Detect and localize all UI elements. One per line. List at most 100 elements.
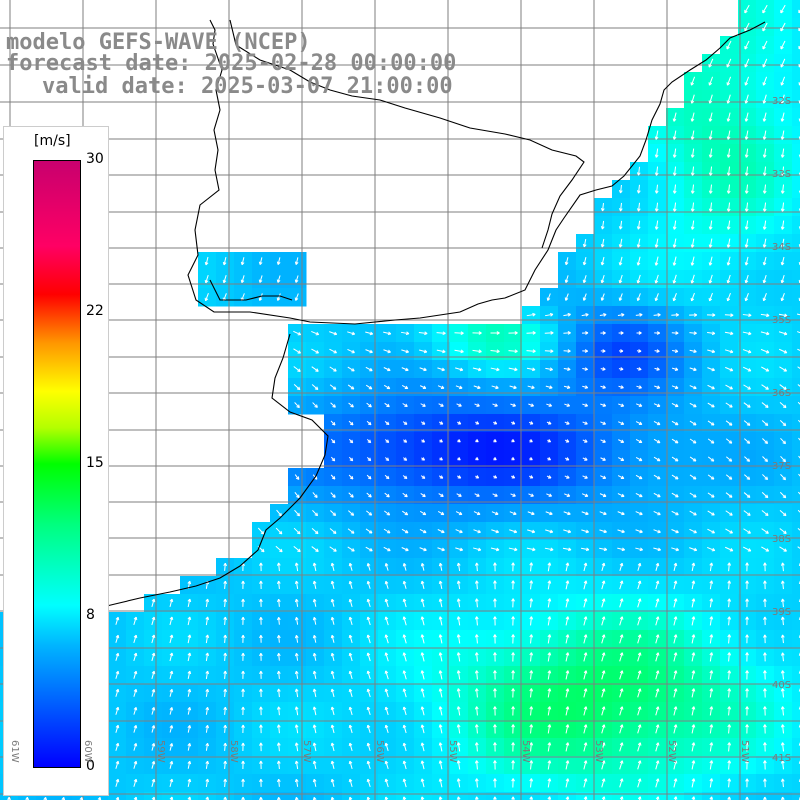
wind-cell <box>792 684 800 703</box>
wind-arrow <box>493 652 497 662</box>
wind-arrow <box>348 492 354 498</box>
wind-arrow <box>421 457 426 461</box>
wind-arrow <box>384 510 391 516</box>
wind-arrow <box>672 202 677 212</box>
wind-arrow <box>726 166 731 176</box>
wind-arrow <box>582 421 588 425</box>
wind-arrow <box>366 616 371 626</box>
wind-arrow <box>673 634 678 644</box>
wind-arrow <box>348 456 354 462</box>
colorbar-tick-22: 22 <box>86 303 104 319</box>
wind-arrow <box>707 438 715 444</box>
wind-cell <box>792 72 800 91</box>
wind-cell <box>792 450 800 469</box>
wind-cell <box>198 792 217 800</box>
wind-arrow <box>761 384 769 390</box>
wind-arrow <box>456 724 461 734</box>
wind-arrow <box>527 529 536 534</box>
wind-arrow <box>654 220 659 230</box>
wind-arrow <box>330 456 336 462</box>
wind-arrow <box>709 616 714 626</box>
wind-arrow <box>709 562 714 572</box>
wind-arrow <box>493 634 497 644</box>
wind-arrow <box>691 598 696 608</box>
wind-arrow <box>637 598 642 608</box>
wind-arrow <box>708 274 713 284</box>
wind-arrow <box>259 652 263 661</box>
wind-arrow <box>689 349 697 354</box>
wind-arrow <box>311 348 319 354</box>
wind-cell <box>792 486 800 505</box>
wind-cell <box>792 594 800 613</box>
wind-arrow <box>528 421 534 425</box>
wind-arrow <box>689 402 697 408</box>
wind-arrow <box>312 688 317 698</box>
wind-arrow <box>436 331 446 336</box>
wind-arrow <box>582 475 588 479</box>
wind-arrow <box>673 688 678 698</box>
wind-arrow <box>780 76 786 86</box>
wind-arrow <box>544 547 554 552</box>
wind-arrow <box>780 220 785 230</box>
wind-arrow <box>348 510 355 516</box>
wind-arrow <box>223 580 228 589</box>
wind-arrow <box>600 349 606 353</box>
wind-cell <box>792 198 800 217</box>
wind-arrow <box>545 312 554 317</box>
wind-arrow <box>565 652 570 662</box>
wind-arrow <box>727 688 732 698</box>
wind-arrow <box>689 528 697 534</box>
wind-arrow <box>636 385 642 389</box>
lon-label: 54W <box>520 740 531 763</box>
wind-arrow <box>330 438 336 444</box>
wind-cell <box>18 792 37 800</box>
wind-arrow <box>780 184 785 194</box>
wind-arrow <box>187 725 192 733</box>
wind-arrow <box>671 367 679 371</box>
wind-arrow <box>493 670 497 680</box>
wind-arrow <box>690 130 695 140</box>
wind-arrow <box>401 385 409 390</box>
wind-arrow <box>420 616 425 626</box>
wind-arrow <box>348 760 353 770</box>
wind-arrow <box>618 367 624 371</box>
wind-arrow <box>420 796 425 800</box>
wind-arrow <box>526 312 536 317</box>
wind-arrow <box>401 349 409 354</box>
wind-arrow <box>691 634 696 644</box>
wind-arrow <box>600 457 606 461</box>
wind-arrow <box>259 742 263 752</box>
wind-arrow <box>276 617 281 625</box>
wind-arrow <box>725 384 733 390</box>
wind-arrow <box>547 439 552 443</box>
wind-arrow <box>241 742 245 752</box>
wind-arrow <box>601 652 606 662</box>
wind-arrow <box>637 724 642 734</box>
wind-arrow <box>293 348 301 354</box>
wind-arrow <box>619 742 624 752</box>
wind-arrow <box>565 598 570 608</box>
wind-arrow <box>780 130 785 140</box>
wind-cell <box>360 792 379 800</box>
wind-arrow <box>133 670 138 679</box>
wind-arrow <box>780 148 785 158</box>
wind-arrow <box>259 580 263 589</box>
wind-arrow <box>761 420 769 426</box>
wind-arrow <box>744 202 749 212</box>
wind-arrow <box>780 274 785 284</box>
wind-arrow <box>312 509 319 517</box>
wind-arrow <box>618 439 625 443</box>
lon-label: 61W <box>9 740 20 763</box>
wind-arrow <box>546 293 551 301</box>
wind-arrow <box>205 598 210 608</box>
wind-arrow <box>583 616 588 626</box>
wind-arrow <box>384 778 389 788</box>
wind-arrow <box>708 166 713 176</box>
wind-arrow <box>654 130 659 140</box>
wind-arrow <box>797 366 800 369</box>
wind-arrow <box>312 778 317 787</box>
wind-arrow <box>529 778 534 788</box>
wind-arrow <box>563 385 571 389</box>
wind-arrow <box>259 562 263 572</box>
wind-arrow <box>744 292 749 302</box>
